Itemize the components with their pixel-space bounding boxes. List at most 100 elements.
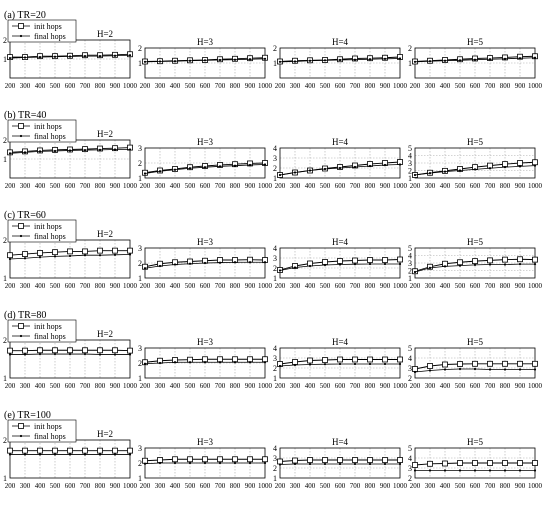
data-point-square [247,456,253,463]
x-tick-label: 300 [425,82,436,90]
x-tick-label: 800 [365,182,376,190]
x-tick-label: 700 [350,382,361,390]
x-tick-label: 900 [110,82,121,90]
data-point-square [532,360,538,367]
data-point-dot [308,264,312,268]
data-point-square [472,460,478,466]
data-point-square [202,456,208,463]
data-point-dot [143,462,147,465]
x-tick-label: 600 [200,482,211,490]
data-point-dot [278,60,282,63]
data-point-dot [278,364,282,368]
data-point-dot [113,353,117,356]
y-tick-label: 2 [138,359,142,368]
y-tick-label: 1 [3,274,7,283]
x-tick-label: 800 [230,182,241,190]
x-tick-label: 800 [365,382,376,390]
legend-box [7,319,77,343]
data-point-dot [248,261,252,264]
x-tick-label: 900 [380,382,391,390]
x-tick-label: 200 [5,182,16,190]
data-point-dot [398,462,402,466]
data-point-square [112,447,118,454]
data-point-dot [413,469,417,472]
y-tick-label: 1 [3,374,7,383]
x-tick-label: 400 [305,382,316,390]
data-point-square [22,447,28,454]
x-tick-label: 500 [320,382,331,390]
x-tick-label: 500 [320,82,331,90]
data-point-dot [533,164,537,167]
data-point-square [82,447,88,454]
x-tick-label: 400 [170,382,181,390]
y-tick-label: 1 [273,274,277,283]
data-point-dot [443,59,447,62]
panel-title: H=4 [332,137,349,147]
data-point-dot [293,363,297,367]
x-tick-label: 200 [140,82,151,90]
panel-title: H=2 [97,229,113,239]
y-tick-label: 5 [408,444,412,453]
data-point-square [232,356,238,363]
data-point-dot [383,57,387,60]
data-point-dot [188,361,192,364]
x-tick-label: 900 [245,482,256,490]
data-point-square [97,145,103,152]
data-point-dot [68,55,72,58]
data-point-dot [518,57,522,60]
data-point-square [22,251,28,257]
data-point-dot [263,57,267,60]
data-point-dot [248,361,252,364]
data-point-dot [113,453,117,456]
panel-title: H=4 [332,37,349,47]
x-tick-label: 700 [80,182,91,190]
x-tick-label: 600 [335,482,346,490]
legend-box [7,119,77,143]
data-point-dot [383,462,387,466]
x-tick-label: 500 [455,282,466,290]
y-tick-label: 1 [138,374,142,383]
panel-title: H=2 [97,29,113,39]
x-tick-label: 300 [155,282,166,290]
data-point-dot [293,266,297,269]
y-tick-label: 2 [273,364,277,373]
legend-box [7,19,77,43]
data-point-square [187,456,193,463]
x-tick-label: 700 [80,82,91,90]
data-point-dot [368,262,372,266]
data-point-square [442,460,448,467]
y-tick-label: 1 [3,55,7,64]
data-point-dot [263,163,267,166]
x-tick-label: 300 [425,382,436,390]
x-tick-label: 900 [245,82,256,90]
data-point-square [442,361,448,368]
y-tick-label: 3 [273,154,277,163]
data-point-square [427,363,433,369]
data-point-square [382,356,388,363]
data-point-dot [218,261,222,264]
legend-label-final: final hops [34,32,66,41]
data-point-dot [53,453,57,456]
x-tick-label: 400 [170,282,181,290]
x-tick-label: 200 [275,82,286,90]
x-tick-label: 800 [500,482,511,490]
y-tick-label: 2 [273,44,277,53]
data-point-dot [338,362,342,366]
data-point-dot [338,166,342,170]
y-tick-label: 4 [273,444,277,453]
x-tick-label: 900 [110,182,121,190]
panel-title: H=3 [197,237,214,247]
data-point-dot [113,253,117,256]
x-tick-label: 400 [35,182,46,190]
data-point-dot [173,263,177,266]
panel-title: H=5 [467,437,484,447]
x-tick-label: 400 [440,382,451,390]
y-tick-label: 5 [408,144,412,153]
data-point-dot [23,353,27,356]
data-point-square [532,460,538,466]
x-tick-label: 1000 [528,382,543,390]
x-tick-label: 300 [290,182,301,190]
x-tick-label: 400 [35,282,46,290]
x-tick-label: 700 [80,382,91,390]
